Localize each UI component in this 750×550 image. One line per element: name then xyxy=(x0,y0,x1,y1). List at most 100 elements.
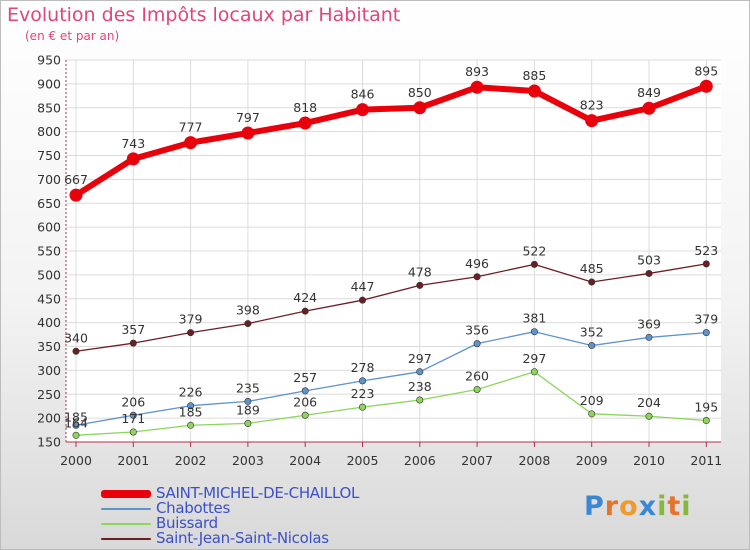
y-tick-label: 750 xyxy=(37,148,61,163)
data-label: 226 xyxy=(179,385,203,400)
data-point xyxy=(187,402,195,410)
x-tick-label: 2002 xyxy=(175,453,207,468)
data-point xyxy=(699,79,713,93)
data-label: 823 xyxy=(580,98,604,113)
y-tick-label: 800 xyxy=(37,124,61,139)
data-label: 846 xyxy=(351,87,375,102)
data-point xyxy=(244,320,252,328)
series-line-1 xyxy=(75,331,707,426)
y-tick-label: 150 xyxy=(37,435,61,450)
x-tick-label: 2008 xyxy=(518,453,550,468)
x-tick-label: 2001 xyxy=(117,453,149,468)
data-point xyxy=(184,136,198,150)
data-point xyxy=(126,152,140,166)
data-point xyxy=(244,419,252,427)
logo-letter: P xyxy=(584,491,605,522)
chart-subtitle: (en € et par an) xyxy=(25,29,120,43)
y-tick-label: 850 xyxy=(37,100,61,115)
data-label: 503 xyxy=(637,252,661,267)
data-point xyxy=(301,387,309,395)
data-point xyxy=(413,101,427,115)
data-point xyxy=(702,329,710,337)
data-label: 260 xyxy=(465,368,489,383)
y-tick-label: 200 xyxy=(37,411,61,426)
data-label: 379 xyxy=(179,312,203,327)
data-label: 357 xyxy=(121,322,145,337)
data-label: 352 xyxy=(580,325,604,340)
data-point xyxy=(588,410,596,418)
data-label: 297 xyxy=(408,351,432,366)
data-point xyxy=(642,101,656,115)
data-point xyxy=(645,412,653,420)
series-line-2 xyxy=(75,371,707,436)
data-label: 185 xyxy=(64,409,88,424)
data-label: 885 xyxy=(522,68,546,83)
data-label: 849 xyxy=(637,85,661,100)
y-tick-label: 650 xyxy=(37,196,61,211)
y-tick-label: 450 xyxy=(37,291,61,306)
data-label: 278 xyxy=(351,360,375,375)
data-label: 523 xyxy=(694,243,718,258)
data-point xyxy=(473,385,481,393)
data-point xyxy=(530,328,538,336)
data-point xyxy=(187,329,195,337)
x-tick-label: 2009 xyxy=(576,453,608,468)
data-label: 447 xyxy=(351,279,375,294)
y-tick-label: 550 xyxy=(37,244,61,259)
data-label: 171 xyxy=(121,411,145,426)
logo-letter: o xyxy=(619,491,639,522)
data-point xyxy=(645,333,653,341)
data-label: 297 xyxy=(522,351,546,366)
data-point xyxy=(527,84,541,98)
data-label: 369 xyxy=(637,316,661,331)
x-tick-label: 2010 xyxy=(633,453,665,468)
data-label: 777 xyxy=(179,120,203,135)
x-tick-label: 2011 xyxy=(690,453,722,468)
data-label: 818 xyxy=(293,100,317,115)
data-label: 667 xyxy=(64,172,88,187)
y-tick-label: 600 xyxy=(37,220,61,235)
data-point xyxy=(645,269,653,277)
y-tick-label: 500 xyxy=(37,267,61,282)
data-point xyxy=(358,403,366,411)
data-point xyxy=(129,339,137,347)
data-label: 206 xyxy=(121,394,145,409)
data-label: 195 xyxy=(694,400,718,415)
y-tick-label: 900 xyxy=(37,76,61,91)
legend-label: SAINT-MICHEL-DE-CHAILLOL xyxy=(156,484,360,502)
data-label: 164 xyxy=(64,415,88,430)
data-point xyxy=(702,417,710,425)
legend-swatch xyxy=(101,490,151,498)
logo-letter: x xyxy=(638,491,658,522)
y-tick-label: 400 xyxy=(37,315,61,330)
data-label: 235 xyxy=(236,380,260,395)
y-tick-label: 350 xyxy=(37,339,61,354)
data-label: 257 xyxy=(293,370,317,385)
data-point xyxy=(588,342,596,350)
data-point xyxy=(301,411,309,419)
logo-letter: i xyxy=(681,491,692,522)
x-tick-label: 2004 xyxy=(289,453,321,468)
data-label: 223 xyxy=(351,386,375,401)
data-point xyxy=(470,80,484,94)
data-point xyxy=(530,260,538,268)
data-point xyxy=(72,431,80,439)
data-point xyxy=(72,421,80,429)
data-label: 340 xyxy=(64,330,88,345)
data-point xyxy=(301,307,309,315)
x-tick-label: 2007 xyxy=(461,453,493,468)
data-label: 485 xyxy=(580,261,604,276)
data-label: 398 xyxy=(236,303,260,318)
data-label: 895 xyxy=(694,63,718,78)
data-point xyxy=(473,273,481,281)
data-label: 743 xyxy=(121,136,145,151)
legend-swatch xyxy=(101,538,151,540)
data-point xyxy=(585,114,599,128)
data-label: 189 xyxy=(236,402,260,417)
data-label: 185 xyxy=(179,404,203,419)
data-label: 496 xyxy=(465,256,489,271)
series-line-3 xyxy=(75,263,707,352)
x-tick-label: 2000 xyxy=(60,453,92,468)
data-point xyxy=(187,421,195,429)
